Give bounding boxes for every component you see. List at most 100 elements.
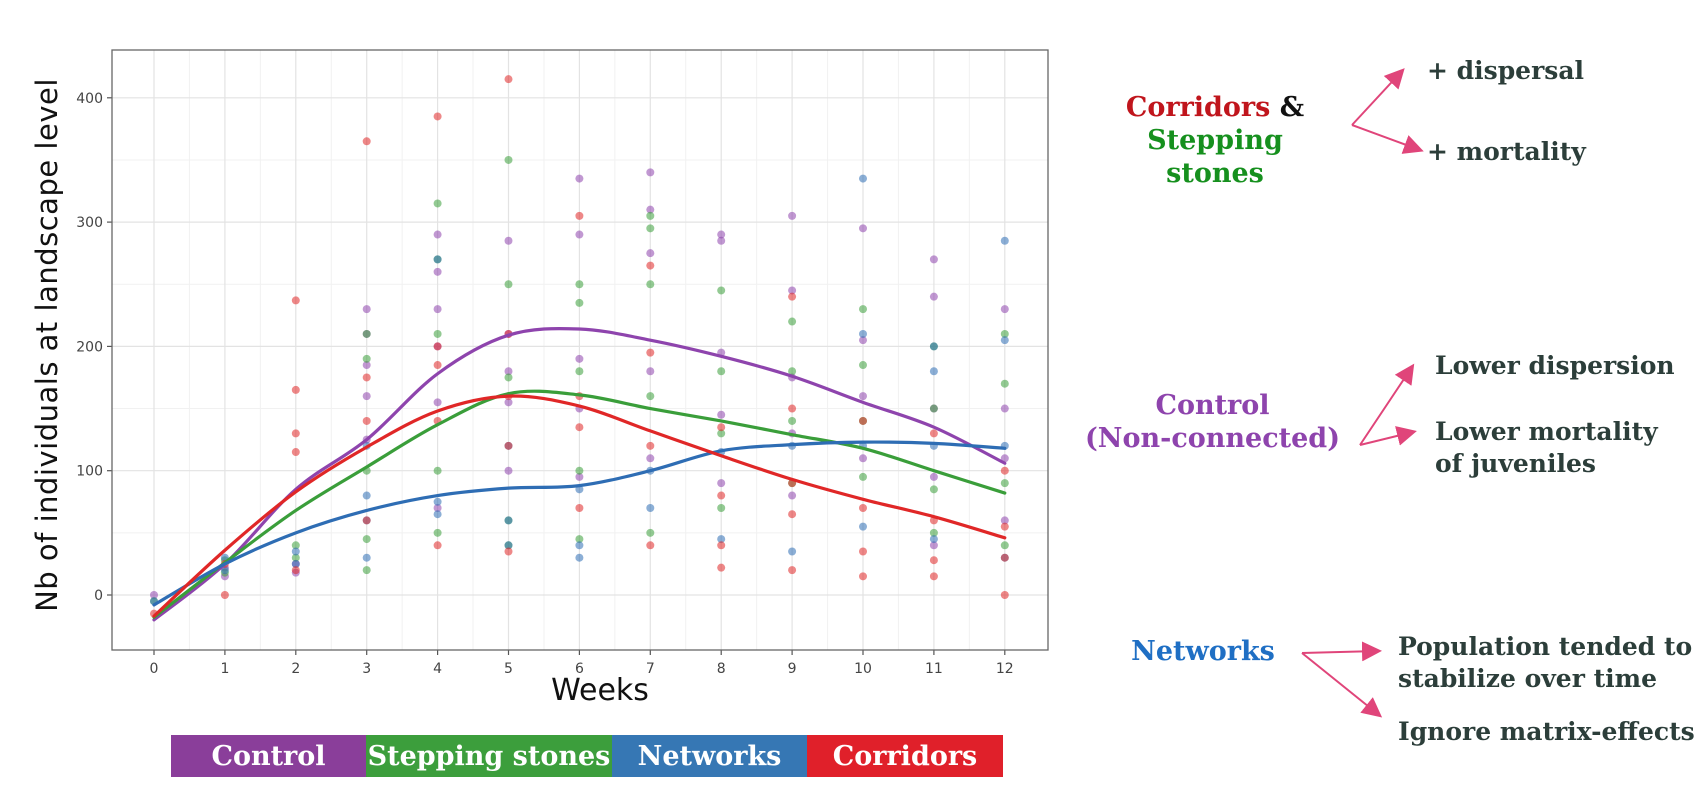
point-control — [788, 491, 797, 500]
x-tick-label: 2 — [291, 661, 300, 677]
y-tick-label: 200 — [76, 339, 103, 355]
x-tick-label: 1 — [220, 661, 229, 677]
x-tick-label: 4 — [433, 661, 442, 677]
point-stepping-stones — [929, 485, 938, 494]
point-control — [859, 336, 867, 345]
point-corridors — [859, 547, 867, 556]
point-control — [150, 591, 158, 599]
point-corridors — [220, 591, 229, 599]
point-networks — [1000, 236, 1009, 245]
label-ampersand: & — [1279, 92, 1305, 123]
point-corridors — [291, 429, 300, 438]
point-networks — [291, 559, 300, 568]
point-corridors — [859, 572, 867, 581]
point-corridors — [575, 423, 584, 432]
point-corridors — [646, 541, 655, 550]
point-corridors — [717, 423, 726, 432]
point-stepping-stones — [504, 373, 513, 382]
point-control — [717, 410, 726, 419]
point-stepping-stones — [362, 329, 371, 338]
point-networks — [646, 503, 655, 512]
point-stepping-stones — [646, 392, 655, 401]
point-networks — [433, 255, 442, 264]
point-control — [929, 472, 938, 481]
trend-line-corridors — [152, 394, 1007, 618]
point-networks — [575, 553, 584, 562]
point-corridors — [788, 566, 797, 575]
point-control — [575, 174, 584, 183]
point-corridors — [575, 503, 584, 512]
point-control — [717, 236, 726, 245]
x-tick-label: 0 — [150, 661, 159, 677]
point-control — [717, 230, 726, 239]
point-corridors — [575, 211, 584, 220]
x-tick-label: 11 — [925, 661, 943, 677]
point-control — [646, 168, 655, 177]
point-corridors — [291, 566, 300, 575]
point-corridors — [1000, 553, 1009, 562]
point-control — [504, 367, 513, 376]
point-stepping-stones — [717, 286, 726, 295]
point-corridors — [788, 292, 797, 301]
point-stepping-stones — [575, 535, 584, 544]
point-networks — [362, 491, 371, 500]
label-corridors: Corridors — [1125, 92, 1271, 123]
point-networks — [717, 535, 726, 544]
x-tick-label: 10 — [854, 661, 872, 677]
point-control — [1000, 404, 1009, 413]
point-control — [929, 541, 938, 550]
point-networks — [433, 497, 442, 506]
point-stepping-stones — [433, 466, 442, 475]
y-tick-label: 300 — [76, 215, 103, 231]
point-control — [504, 398, 513, 407]
point-control — [433, 267, 442, 276]
point-corridors — [433, 361, 442, 370]
point-control — [575, 354, 584, 363]
legend-item-stepping-stones: Stepping stones — [366, 735, 612, 777]
point-corridors — [504, 547, 513, 556]
point-stepping-stones — [433, 199, 442, 208]
y-tick-label: 0 — [94, 588, 103, 604]
point-stepping-stones — [859, 472, 867, 481]
y-tick-label: 100 — [76, 464, 103, 480]
point-control — [646, 367, 655, 376]
label-control: Control — [1155, 390, 1270, 421]
x-tick-label: 8 — [717, 661, 726, 677]
point-networks — [929, 535, 938, 544]
arrow-mortality — [1351, 124, 1424, 154]
effect-population-stabilize: Population tended to — [1398, 632, 1693, 661]
point-control — [859, 454, 867, 463]
point-control — [646, 205, 655, 214]
point-control — [362, 361, 371, 370]
trend-line-networks — [152, 440, 1007, 607]
point-control — [859, 224, 867, 233]
point-stepping-stones — [433, 528, 442, 537]
point-networks — [433, 510, 442, 519]
x-tick-label: 3 — [362, 661, 371, 677]
point-corridors — [291, 296, 300, 305]
point-stepping-stones — [291, 541, 300, 550]
y-tick-label: 400 — [76, 91, 103, 107]
point-networks — [220, 566, 229, 575]
point-corridors — [291, 448, 300, 457]
point-networks — [929, 367, 938, 376]
point-stepping-stones — [788, 317, 797, 326]
point-control — [717, 479, 726, 488]
point-networks — [929, 342, 938, 351]
point-corridors — [646, 348, 655, 357]
point-stepping-stones — [929, 404, 938, 413]
legend-item-networks: Networks — [612, 735, 807, 777]
arrow-dispersal — [1351, 68, 1405, 126]
point-corridors — [788, 404, 797, 413]
point-stepping-stones — [504, 155, 513, 164]
effect-mortality: + mortality — [1427, 137, 1586, 166]
point-stepping-stones — [433, 329, 442, 338]
point-corridors — [362, 416, 371, 425]
point-control — [788, 211, 797, 220]
point-networks — [788, 547, 797, 556]
x-tick-label: 9 — [788, 661, 797, 677]
point-corridors — [291, 385, 300, 394]
legend-item-corridors: Corridors — [807, 735, 1003, 777]
